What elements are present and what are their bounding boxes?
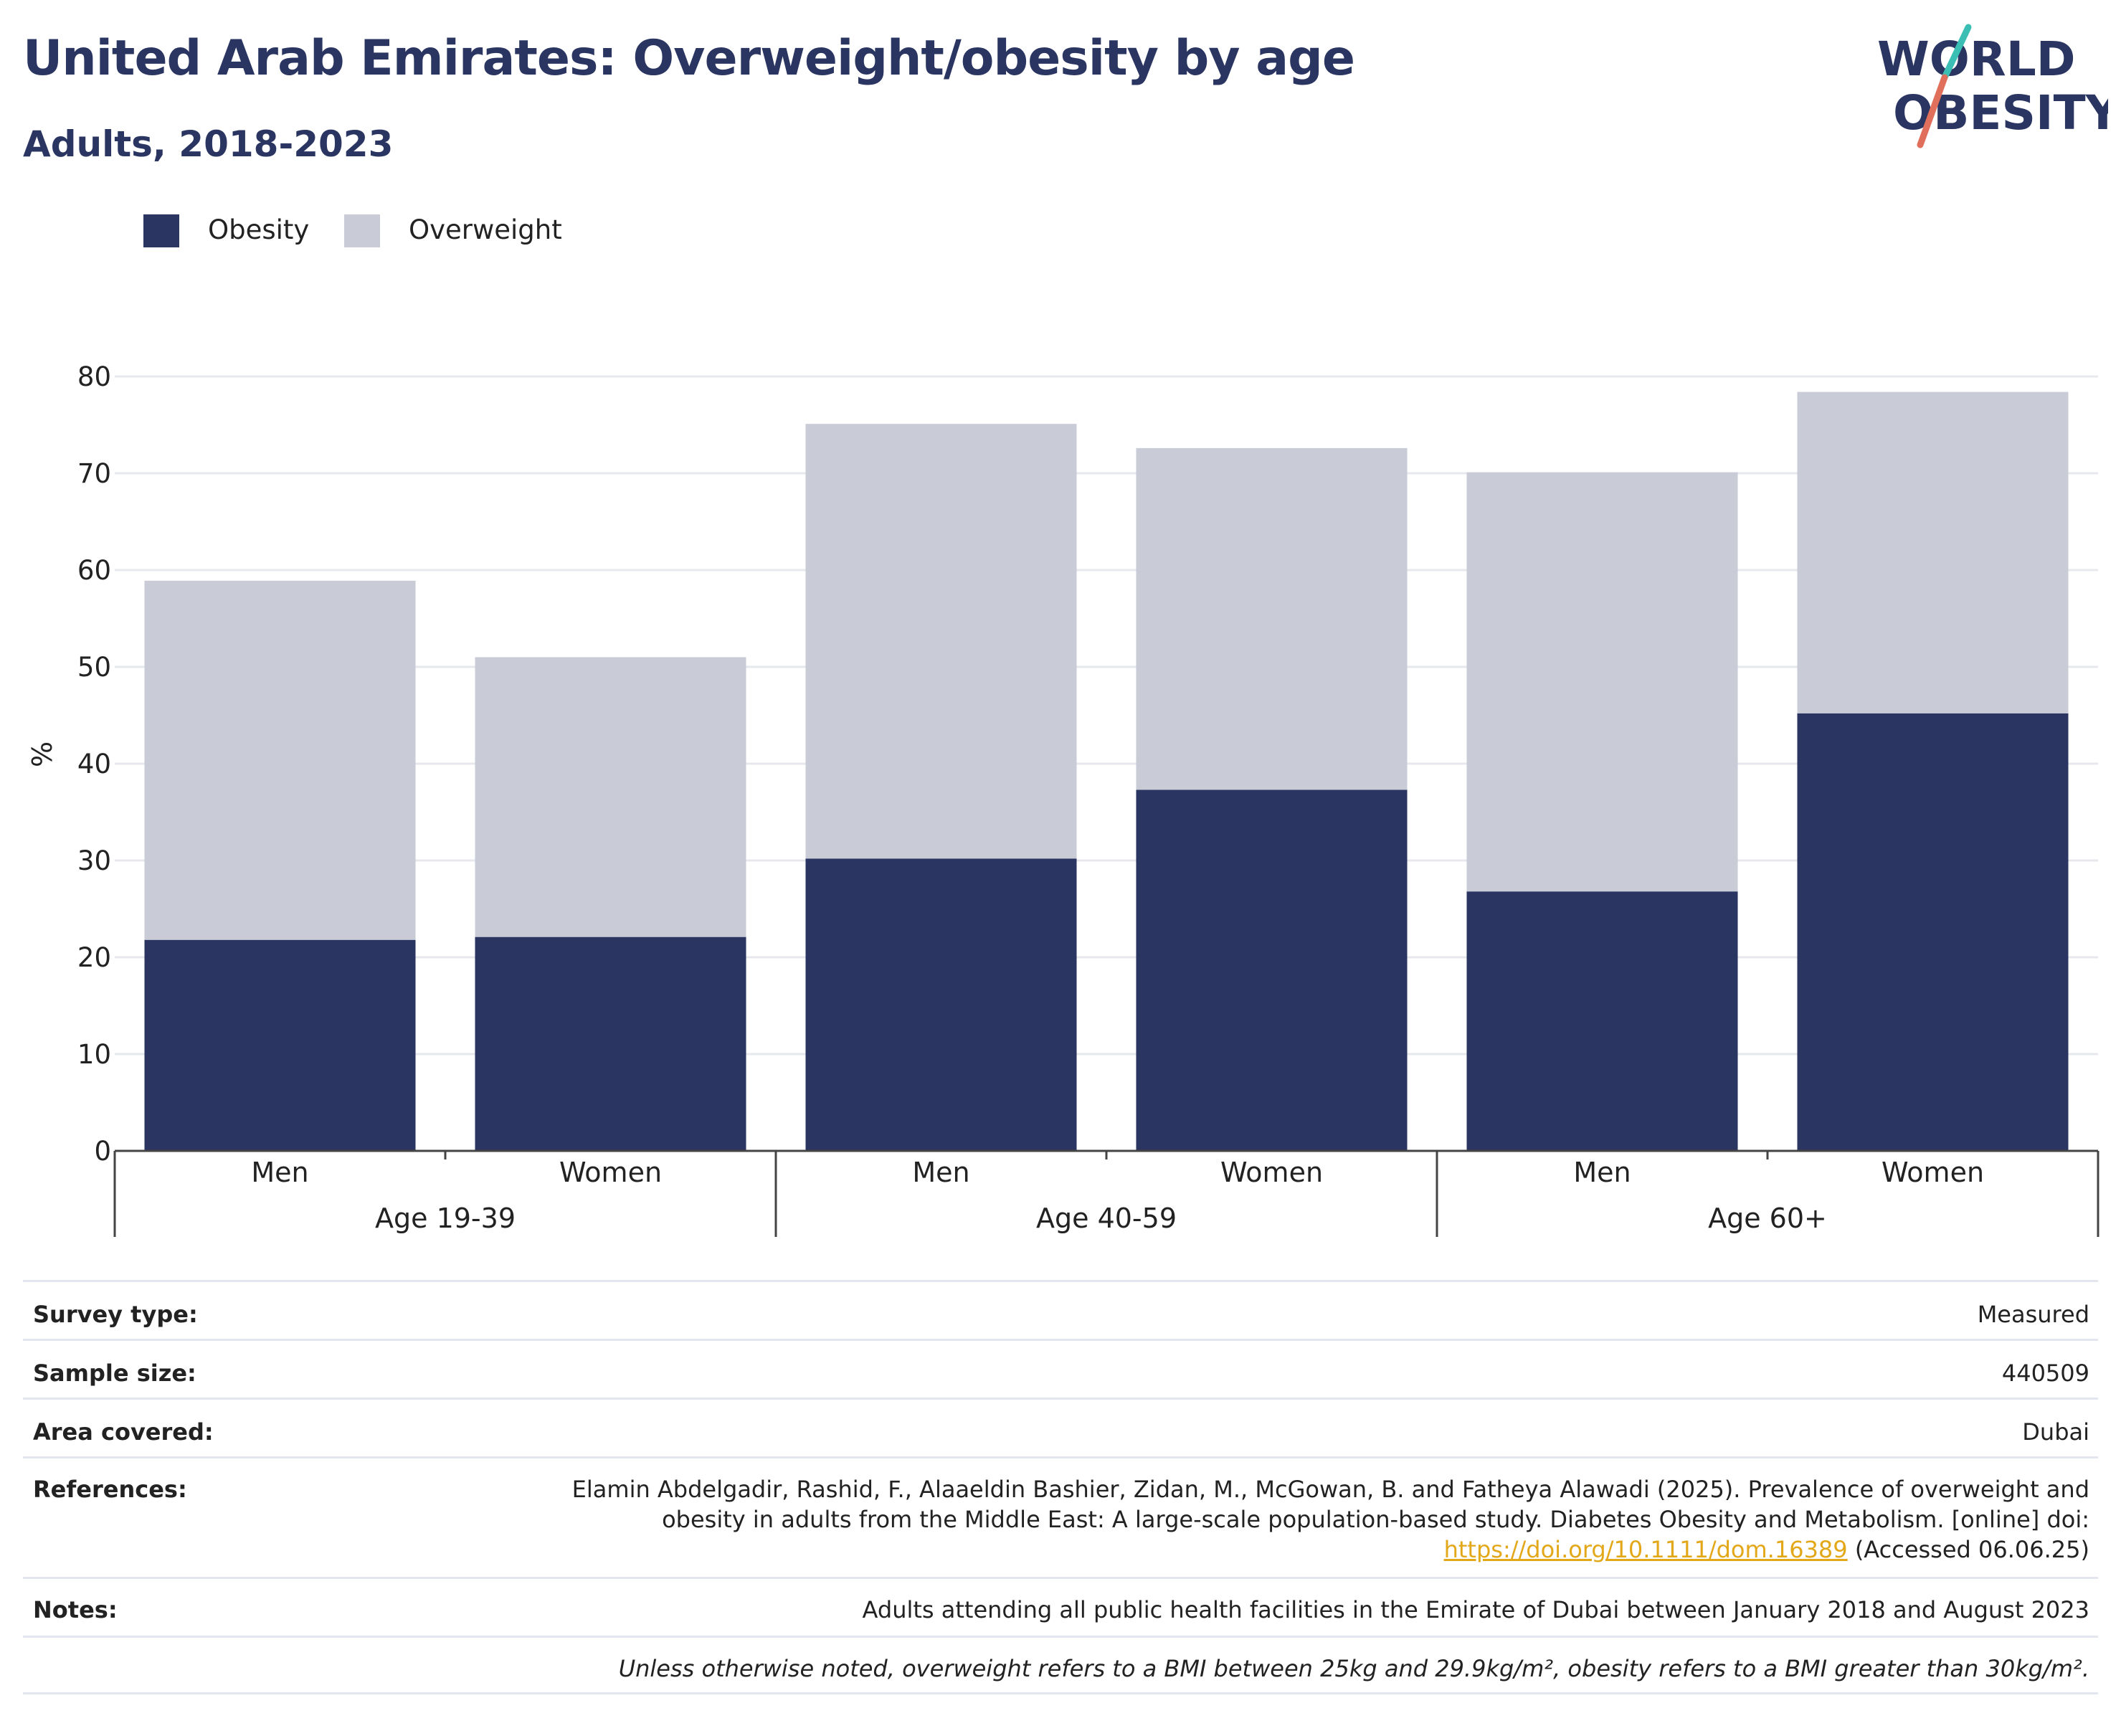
bar-obesity-0 bbox=[144, 939, 416, 1151]
survey-type-value: Measured bbox=[1977, 1301, 2089, 1328]
y-axis-label: % bbox=[27, 741, 58, 767]
references-doi-link[interactable]: https://doi.org/10.1111/dom.16389 bbox=[1443, 1536, 1848, 1563]
x-tick-label: Men bbox=[912, 1157, 969, 1188]
info-row-references: References: Elamin Abdelgadir, Rashid, F… bbox=[23, 1456, 2098, 1577]
area-covered-value: Dubai bbox=[2022, 1418, 2089, 1446]
bar-overweight-2 bbox=[805, 424, 1077, 859]
page-title: United Arab Emirates: Overweight/obesity… bbox=[23, 30, 1355, 87]
info-row-area-covered: Area covered: Dubai bbox=[23, 1398, 2098, 1456]
bar-obesity-4 bbox=[1466, 891, 1738, 1151]
y-tick-label: 20 bbox=[77, 942, 111, 973]
y-tick-label: 30 bbox=[77, 845, 111, 876]
legend-label-overweight: Overweight bbox=[409, 214, 562, 245]
group-label: Age 40-59 bbox=[1036, 1203, 1177, 1234]
notes-value: Adults attending all public health facil… bbox=[862, 1596, 2089, 1623]
sample-size-value: 440509 bbox=[2001, 1360, 2089, 1387]
info-row-sample-size: Sample size: 440509 bbox=[23, 1339, 2098, 1398]
area-covered-label: Area covered: bbox=[33, 1418, 214, 1446]
bar-obesity-3 bbox=[1136, 789, 1408, 1151]
logo-slash-teal bbox=[1941, 24, 1972, 81]
survey-type-label: Survey type: bbox=[33, 1301, 198, 1328]
y-tick-label: 10 bbox=[77, 1039, 111, 1070]
y-tick-label: 0 bbox=[94, 1136, 111, 1167]
x-tick-label: Men bbox=[1573, 1157, 1631, 1188]
references-value: Elamin Abdelgadir, Rashid, F., Alaaeldin… bbox=[572, 1474, 2098, 1565]
bar-overweight-4 bbox=[1466, 472, 1738, 892]
axes: 0 10 20 30 40 50 60 70 80 Men Women Men Women Men Wome… bbox=[77, 361, 2099, 1237]
info-row-survey-type: Survey type: Measured bbox=[23, 1280, 2098, 1339]
page-subtitle: Adults, 2018-2023 bbox=[23, 123, 394, 165]
references-line1: Elamin Abdelgadir, Rashid, F., Alaaeldin… bbox=[571, 1476, 2089, 1503]
gridlines bbox=[115, 375, 2098, 1056]
logo-slash-coral bbox=[1917, 74, 1948, 148]
references-line2: obesity in adults from the Middle East: … bbox=[662, 1506, 2089, 1533]
x-tick-label: Men bbox=[251, 1157, 308, 1188]
world-obesity-logo: WORLD OBESITY bbox=[1877, 24, 2108, 148]
info-table: Survey type: Measured Sample size: 44050… bbox=[23, 1280, 2098, 1694]
x-tick-label: Women bbox=[559, 1157, 662, 1188]
bar-overweight-1 bbox=[475, 657, 746, 937]
stacked-bar-chart: 0 10 20 30 40 50 60 70 80 Men Women Men Women Men Wome… bbox=[27, 361, 2099, 1237]
legend-swatch-overweight bbox=[344, 214, 380, 247]
x-tick-label: Women bbox=[1882, 1157, 1984, 1188]
y-tick-label: 60 bbox=[77, 555, 111, 586]
notes-label: Notes: bbox=[33, 1596, 118, 1623]
y-tick-label: 80 bbox=[77, 361, 111, 392]
logo-line1: WORLD bbox=[1877, 32, 2076, 87]
bar-overweight-5 bbox=[1797, 392, 2069, 713]
group-label: Age 19-39 bbox=[375, 1203, 516, 1234]
references-accessed: (Accessed 06.06.25) bbox=[1847, 1536, 2089, 1563]
info-row-footnote: Unless otherwise noted, overweight refer… bbox=[23, 1636, 2098, 1694]
sample-size-label: Sample size: bbox=[33, 1360, 196, 1387]
group-label: Age 60+ bbox=[1708, 1203, 1827, 1234]
y-tick-label: 50 bbox=[77, 652, 111, 683]
legend-label-obesity: Obesity bbox=[208, 214, 310, 245]
legend-swatch-obesity bbox=[143, 214, 179, 247]
y-tick-label: 70 bbox=[77, 458, 111, 489]
bar-overweight-0 bbox=[144, 580, 416, 940]
bar-obesity-2 bbox=[805, 858, 1077, 1151]
bar-obesity-1 bbox=[475, 936, 746, 1151]
bmi-footnote: Unless otherwise noted, overweight refer… bbox=[618, 1655, 2089, 1682]
x-tick-label: Women bbox=[1220, 1157, 1323, 1188]
bar-overweight-3 bbox=[1136, 447, 1408, 790]
info-row-notes: Notes: Adults attending all public healt… bbox=[23, 1577, 2098, 1636]
references-label: References: bbox=[33, 1476, 187, 1503]
bar-obesity-5 bbox=[1797, 713, 2069, 1151]
y-tick-label: 40 bbox=[77, 749, 111, 779]
bars bbox=[144, 392, 2069, 1151]
